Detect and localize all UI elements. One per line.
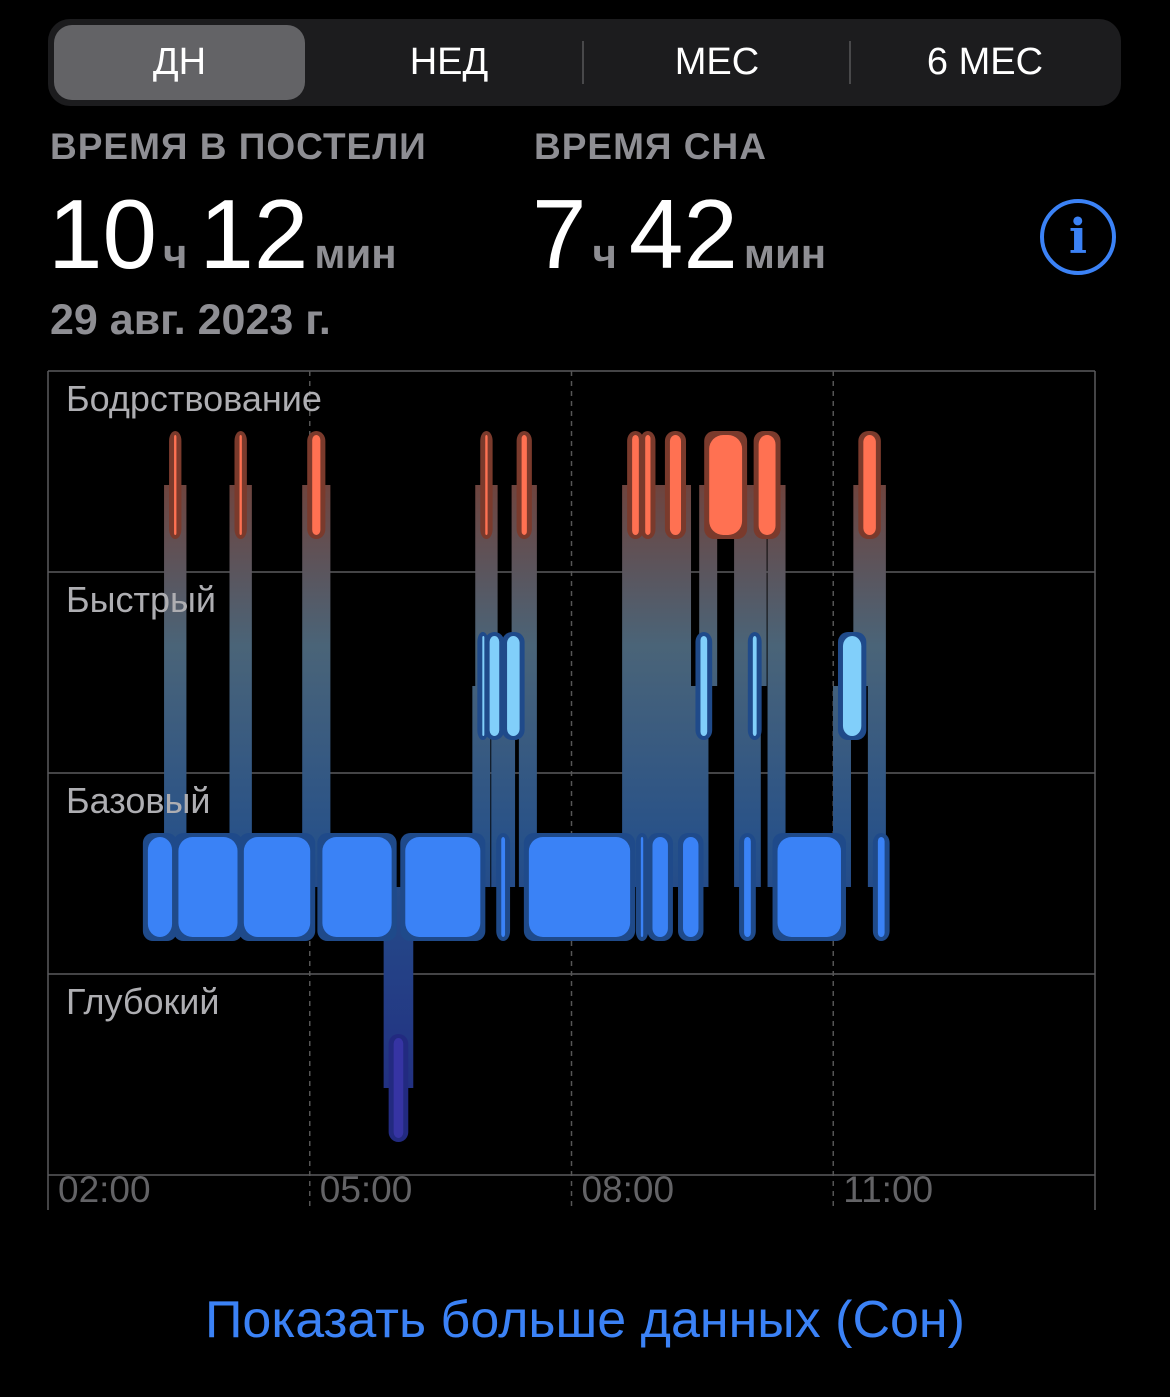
sleep-segment-core — [528, 837, 631, 937]
tab-month[interactable]: МЕС — [674, 41, 760, 83]
row-label: Бодрствование — [66, 378, 322, 419]
minutes-unit: мин — [314, 230, 397, 277]
sleep-segment-awake — [312, 435, 321, 535]
sleep-segment-core — [243, 837, 311, 937]
sleep-segment-awake — [239, 435, 242, 535]
sleep-segment-awake — [758, 435, 776, 535]
sleep-segment-rem — [482, 636, 485, 736]
row-label: Базовый — [66, 780, 210, 821]
sleep-segment-core — [147, 837, 173, 937]
divider — [582, 41, 584, 84]
stage-transition-connector — [767, 485, 786, 887]
sleep-segment-awake — [709, 435, 743, 535]
stage-transition-connector — [673, 485, 692, 887]
sleep-segment-rem — [752, 636, 757, 736]
stage-transition-connector — [518, 485, 537, 887]
tab-week[interactable]: НЕД — [409, 41, 489, 83]
asleep-minutes: 42 — [628, 179, 738, 289]
sleep-segment-rem — [842, 636, 862, 736]
hours-unit: ч — [592, 230, 617, 277]
minutes-unit: мин — [743, 230, 827, 277]
sleep-stages-chart: 02:00 05:00 08:00 11:00 Бодрствование Быстрый… — [47, 370, 1096, 1210]
sleep-segment-core — [501, 837, 506, 937]
asleep-hours: 7 — [532, 179, 587, 289]
sleep-segment-core — [744, 837, 751, 937]
date-label: 29 авг. 2023 г. — [50, 296, 331, 344]
sleep-segment-rem — [507, 636, 520, 736]
sleep-segment-core — [777, 837, 841, 937]
x-tick-label: 11:00 — [843, 1169, 933, 1210]
stage-transition-connector — [867, 485, 886, 887]
sleep-segment-awake — [632, 435, 639, 535]
sleep-segment-deep — [393, 1038, 404, 1138]
stage-transition-connector — [642, 485, 661, 887]
sleep-segment-awake — [863, 435, 876, 535]
sleep-segment-core — [322, 837, 392, 937]
in-bed-hours: 10 — [48, 179, 158, 289]
in-bed-minutes: 12 — [199, 179, 309, 289]
asleep-value: 7 ч 42 мин — [532, 178, 838, 291]
sleep-segment-awake — [174, 435, 177, 535]
period-segmented-control: ДН НЕД МЕС 6 МЕС — [48, 19, 1121, 106]
hours-unit: ч — [163, 230, 188, 277]
in-bed-value: 10 ч 12 мин — [48, 178, 409, 291]
sleep-segment-awake — [521, 435, 527, 535]
sleep-segment-rem — [700, 636, 708, 736]
tab-6-months[interactable]: 6 МЕС — [926, 41, 1044, 83]
show-more-sleep-data-link[interactable]: Показать больше данных (Сон) — [205, 1291, 965, 1349]
x-tick-label: 05:00 — [320, 1169, 413, 1210]
row-label: Глубокий — [66, 981, 220, 1022]
divider — [849, 41, 851, 84]
row-label: Быстрый — [66, 579, 216, 620]
stage-transition-connector — [233, 485, 252, 887]
asleep-label: ВРЕМЯ СНА — [534, 126, 767, 167]
tab-day[interactable]: ДН — [54, 25, 305, 100]
sleep-segment-core — [640, 837, 644, 937]
x-tick-label: 08:00 — [582, 1169, 675, 1210]
sleep-segment-core — [405, 837, 481, 937]
sleep-segment-core — [877, 837, 885, 937]
sleep-segment-core — [683, 837, 699, 937]
stage-transition-connector — [312, 485, 331, 887]
sleep-segment-core — [178, 837, 238, 937]
sleep-segment-awake — [669, 435, 682, 535]
sleep-segment-core — [652, 837, 668, 937]
stage-transition-connector — [168, 485, 187, 887]
sleep-segment-awake — [485, 435, 488, 535]
x-tick-label: 02:00 — [58, 1169, 151, 1210]
sleep-segment-awake — [645, 435, 651, 535]
sleep-segment-rem — [489, 636, 500, 736]
in-bed-label: ВРЕМЯ В ПОСТЕЛИ — [50, 126, 427, 167]
info-circle-icon[interactable]: i — [1040, 199, 1116, 275]
